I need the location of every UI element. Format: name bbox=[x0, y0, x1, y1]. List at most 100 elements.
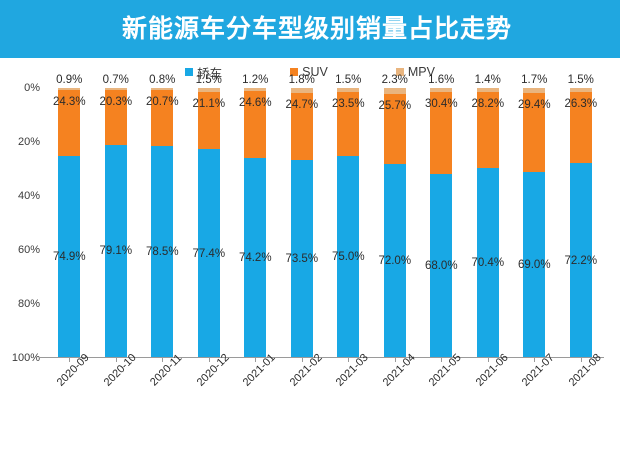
bar-segment-car[interactable]: 75.0% bbox=[332, 155, 365, 358]
bar-label-suv: 30.4% bbox=[424, 98, 458, 111]
bar-segment-suv[interactable]: 29.4% bbox=[518, 92, 551, 172]
bar-segment-suv[interactable]: 21.1% bbox=[192, 92, 225, 150]
bar-segment-suv[interactable]: 20.3% bbox=[99, 89, 132, 145]
x-tick-mark bbox=[348, 358, 350, 362]
legend-label-mpv: MPV bbox=[407, 65, 435, 79]
x-axis-tick: 2021-02 bbox=[287, 352, 324, 418]
bar-label-suv: 20.3% bbox=[99, 95, 133, 108]
legend-label-car: 轿车 bbox=[197, 66, 223, 81]
x-tick-mark bbox=[534, 358, 536, 362]
bar-segment-car[interactable]: 72.0% bbox=[378, 163, 411, 358]
bar-segment-suv[interactable]: 28.2% bbox=[471, 91, 504, 168]
chart-legend: 轿车 SUV MPV bbox=[0, 60, 620, 84]
bar-group[interactable]: 1.7% 29.4% 69.0% bbox=[518, 74, 551, 358]
bar-segment-car[interactable]: 79.1% bbox=[99, 144, 132, 358]
bar-label-car: 69.0% bbox=[517, 258, 551, 271]
bar-group[interactable]: 0.7% 20.3% 79.1% bbox=[99, 74, 132, 358]
x-axis-tick: 2021-03 bbox=[334, 352, 371, 418]
x-tick-mark bbox=[208, 358, 210, 362]
bar-label-suv: 25.7% bbox=[378, 100, 412, 113]
bar-segment-suv[interactable]: 26.3% bbox=[564, 92, 597, 164]
x-tick-marks bbox=[46, 358, 604, 362]
y-axis-tick-label: 60% bbox=[17, 244, 40, 256]
bar-label-car: 75.0% bbox=[331, 250, 365, 263]
bar-group[interactable]: 1.5% 26.3% 72.2% bbox=[564, 74, 597, 358]
bar-segment-car[interactable]: 74.2% bbox=[239, 157, 272, 358]
bar-label-suv: 21.1% bbox=[192, 98, 226, 111]
bar-segment-suv[interactable]: 24.7% bbox=[285, 92, 318, 160]
bar-label-car: 77.4% bbox=[192, 247, 226, 260]
bar-group[interactable]: 1.5% 21.1% 77.4% bbox=[192, 74, 225, 358]
bar-label-suv: 24.6% bbox=[238, 97, 272, 110]
bar-segment-suv[interactable]: 20.7% bbox=[146, 90, 179, 147]
bar-segment-car[interactable]: 73.5% bbox=[285, 159, 318, 358]
x-tick-mark bbox=[162, 358, 164, 362]
bar-segment-suv[interactable]: 30.4% bbox=[425, 92, 458, 175]
bar-segment-car[interactable]: 77.4% bbox=[192, 149, 225, 358]
bar-segment-car[interactable]: 68.0% bbox=[425, 174, 458, 358]
legend-label-suv: SUV bbox=[302, 65, 328, 79]
legend-item-car[interactable]: 轿车 bbox=[185, 63, 222, 82]
x-axis-tick: 2021-01 bbox=[241, 352, 278, 418]
bar-label-suv: 20.7% bbox=[145, 96, 179, 109]
bar-segment-suv[interactable]: 24.3% bbox=[53, 90, 86, 156]
bar-label-suv: 24.7% bbox=[285, 98, 319, 111]
y-axis: 0% 20% 40% 60% 80% 100% bbox=[0, 82, 44, 364]
bar-group[interactable]: 1.6% 30.4% 68.0% bbox=[425, 74, 458, 358]
bar-segment-suv[interactable]: 23.5% bbox=[332, 92, 365, 156]
legend-swatch-icon bbox=[290, 68, 299, 76]
x-axis-tick: 2021-07 bbox=[520, 352, 557, 418]
y-axis-tick-label: 20% bbox=[17, 136, 40, 148]
legend-swatch-icon bbox=[185, 68, 194, 76]
bar-segment-suv[interactable]: 25.7% bbox=[378, 94, 411, 164]
x-tick-mark bbox=[394, 358, 396, 362]
x-tick-mark bbox=[301, 358, 303, 362]
y-axis-tick-label: 80% bbox=[17, 298, 40, 310]
bar-label-car: 79.1% bbox=[99, 245, 133, 258]
x-axis-tick: 2020-11 bbox=[148, 352, 184, 418]
legend-item-mpv[interactable]: MPV bbox=[395, 65, 435, 79]
x-tick-mark bbox=[441, 358, 443, 362]
bar-segment-car[interactable]: 78.5% bbox=[146, 146, 179, 358]
x-axis-tick: 2020-09 bbox=[55, 352, 92, 418]
x-axis-tick: 2021-06 bbox=[473, 352, 510, 418]
x-axis-tick: 2021-08 bbox=[566, 352, 603, 418]
page-title: 新能源车分车型级别销量占比走势 bbox=[121, 14, 512, 43]
bar-label-suv: 23.5% bbox=[331, 98, 365, 111]
bar-label-car: 72.2% bbox=[564, 254, 598, 267]
chart-plot-area: 0% 20% 40% 60% 80% 100% 0.9% 24.3% 74.9% 0.7% 20.… bbox=[0, 74, 620, 389]
bar-label-car: 72.0% bbox=[378, 254, 412, 267]
x-axis-tick: 2021-05 bbox=[427, 352, 464, 418]
bar-segment-car[interactable]: 70.4% bbox=[471, 167, 504, 358]
x-tick-mark bbox=[115, 358, 117, 362]
bar-label-suv: 29.4% bbox=[517, 98, 551, 111]
x-axis-tick: 2020-10 bbox=[101, 352, 138, 418]
bar-group[interactable]: 2.3% 25.7% 72.0% bbox=[378, 74, 411, 358]
bar-group[interactable]: 1.4% 28.2% 70.4% bbox=[471, 74, 504, 358]
y-axis-tick-label: 0% bbox=[24, 82, 40, 94]
x-tick-mark bbox=[487, 358, 489, 362]
bar-label-car: 74.9% bbox=[52, 250, 86, 263]
bar-label-suv: 24.3% bbox=[52, 96, 86, 109]
bar-label-car: 70.4% bbox=[471, 256, 505, 269]
x-axis: 2020-09 2020-10 2020-11 2020-12 2021-01 2021-… bbox=[46, 352, 604, 418]
x-tick-mark bbox=[580, 358, 582, 362]
bar-segment-car[interactable]: 69.0% bbox=[518, 171, 551, 358]
bar-label-car: 74.2% bbox=[238, 251, 272, 264]
bar-segment-car[interactable]: 74.9% bbox=[53, 155, 86, 358]
bar-group[interactable]: 1.5% 23.5% 75.0% bbox=[332, 74, 365, 358]
x-tick-mark bbox=[69, 358, 71, 362]
x-axis-tick: 2021-04 bbox=[380, 352, 417, 418]
bar-label-suv: 28.2% bbox=[471, 97, 505, 110]
legend-item-suv[interactable]: SUV bbox=[290, 65, 328, 79]
bar-label-car: 78.5% bbox=[145, 246, 179, 259]
bar-segment-suv[interactable]: 24.6% bbox=[239, 91, 272, 158]
bar-group[interactable]: 0.8% 20.7% 78.5% bbox=[146, 74, 179, 358]
x-axis-line bbox=[40, 356, 604, 358]
chart-canvas: 0.9% 24.3% 74.9% 0.7% 20.3% 79.1% 0.8% 20.7% 78.… bbox=[40, 74, 604, 362]
bar-series-container: 0.9% 24.3% 74.9% 0.7% 20.3% 79.1% 0.8% 20.7% 78.… bbox=[46, 74, 604, 358]
bar-group[interactable]: 1.2% 24.6% 74.2% bbox=[239, 74, 272, 358]
bar-group[interactable]: 0.9% 24.3% 74.9% bbox=[53, 74, 86, 358]
bar-group[interactable]: 1.8% 24.7% 73.5% bbox=[285, 74, 318, 358]
bar-segment-car[interactable]: 72.2% bbox=[564, 163, 597, 358]
